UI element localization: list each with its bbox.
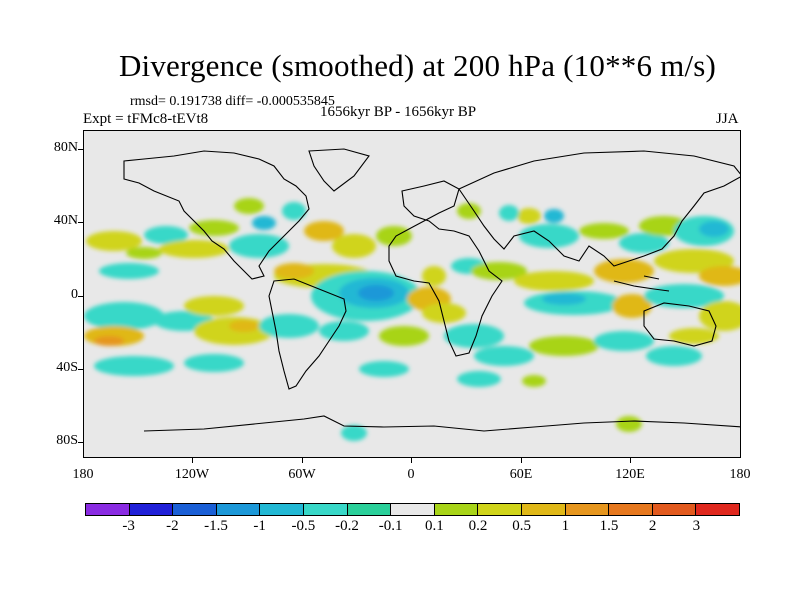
y-tick-label: 0 [71,287,78,302]
colorbar-swatch [216,504,261,515]
y-tick-label: 80S [56,433,78,448]
y-tick-mark [78,442,83,443]
x-tick-label: 120E [615,467,645,482]
x-tick-mark [302,458,303,463]
colorbar-swatch [521,504,566,515]
y-tick-mark [78,369,83,370]
colorbar-swatch [565,504,610,515]
colorbar-label: -0.2 [335,518,359,534]
x-tick-mark [192,458,193,463]
colorbar-swatch [609,504,653,515]
divergence-field [84,148,740,441]
colorbar-label: 2 [648,518,657,534]
map-title: Divergence (smoothed) at 200 hPa (10**6 … [118,48,717,83]
x-tick-mark [521,458,522,463]
experiment-label: Expt = tFMc8-tEVt8 [83,111,209,127]
x-tick-label: 180 [729,467,751,482]
x-tick-mark [630,458,631,463]
colorbar-swatch [303,504,348,515]
map-plot-area [83,130,741,458]
stats-text: rmsd= 0.191738 diff= -0.000535845 [130,94,335,109]
colorbar-label: -3 [122,518,135,534]
x-tick-label: 180 [72,467,94,482]
colorbar-label: 0.5 [512,518,532,534]
colorbar-swatch [129,504,174,515]
colorbar-label: 3 [692,518,701,534]
colorbar-swatch [652,504,697,515]
colorbar-label: -1.5 [204,518,228,534]
colorbar-swatch [173,504,217,515]
x-tick-label: 60E [509,467,533,482]
colorbar-label: 0.2 [468,518,488,534]
colorbar-swatch [478,504,522,515]
x-tick-label: 60W [288,467,316,482]
y-tick-label: 40S [56,360,78,375]
colorbar-swatch [86,504,130,515]
x-tick-label: 120W [174,467,210,482]
coastlines [123,148,740,432]
contour-fill-blobs [84,198,740,441]
colorbar-label: -2 [166,518,179,534]
colorbar-label: -0.5 [291,518,316,534]
colorbar-label: 1 [561,518,570,534]
x-tick-label: 0 [407,467,415,482]
season-label: JJA [716,111,739,127]
colorbar-swatch [391,504,435,515]
period-label: 1656kyr BP - 1656kyr BP [320,104,477,120]
colorbar-swatch [260,504,304,515]
colorbar-label: -1 [253,518,266,534]
colorbar-label: 0.1 [424,518,444,534]
y-tick-label: 40N [53,213,78,228]
colorbar-label: 1.5 [599,518,619,534]
y-tick-mark [78,149,83,150]
y-tick-label: 80N [53,140,78,155]
x-tick-mark [411,458,412,463]
colorbar-swatch [434,504,479,515]
colorbar [85,503,740,516]
y-tick-mark [78,296,83,297]
colorbar-swatch [696,504,739,515]
colorbar-label: -0.1 [378,518,403,534]
colorbar-swatch [347,504,392,515]
y-tick-mark [78,222,83,223]
